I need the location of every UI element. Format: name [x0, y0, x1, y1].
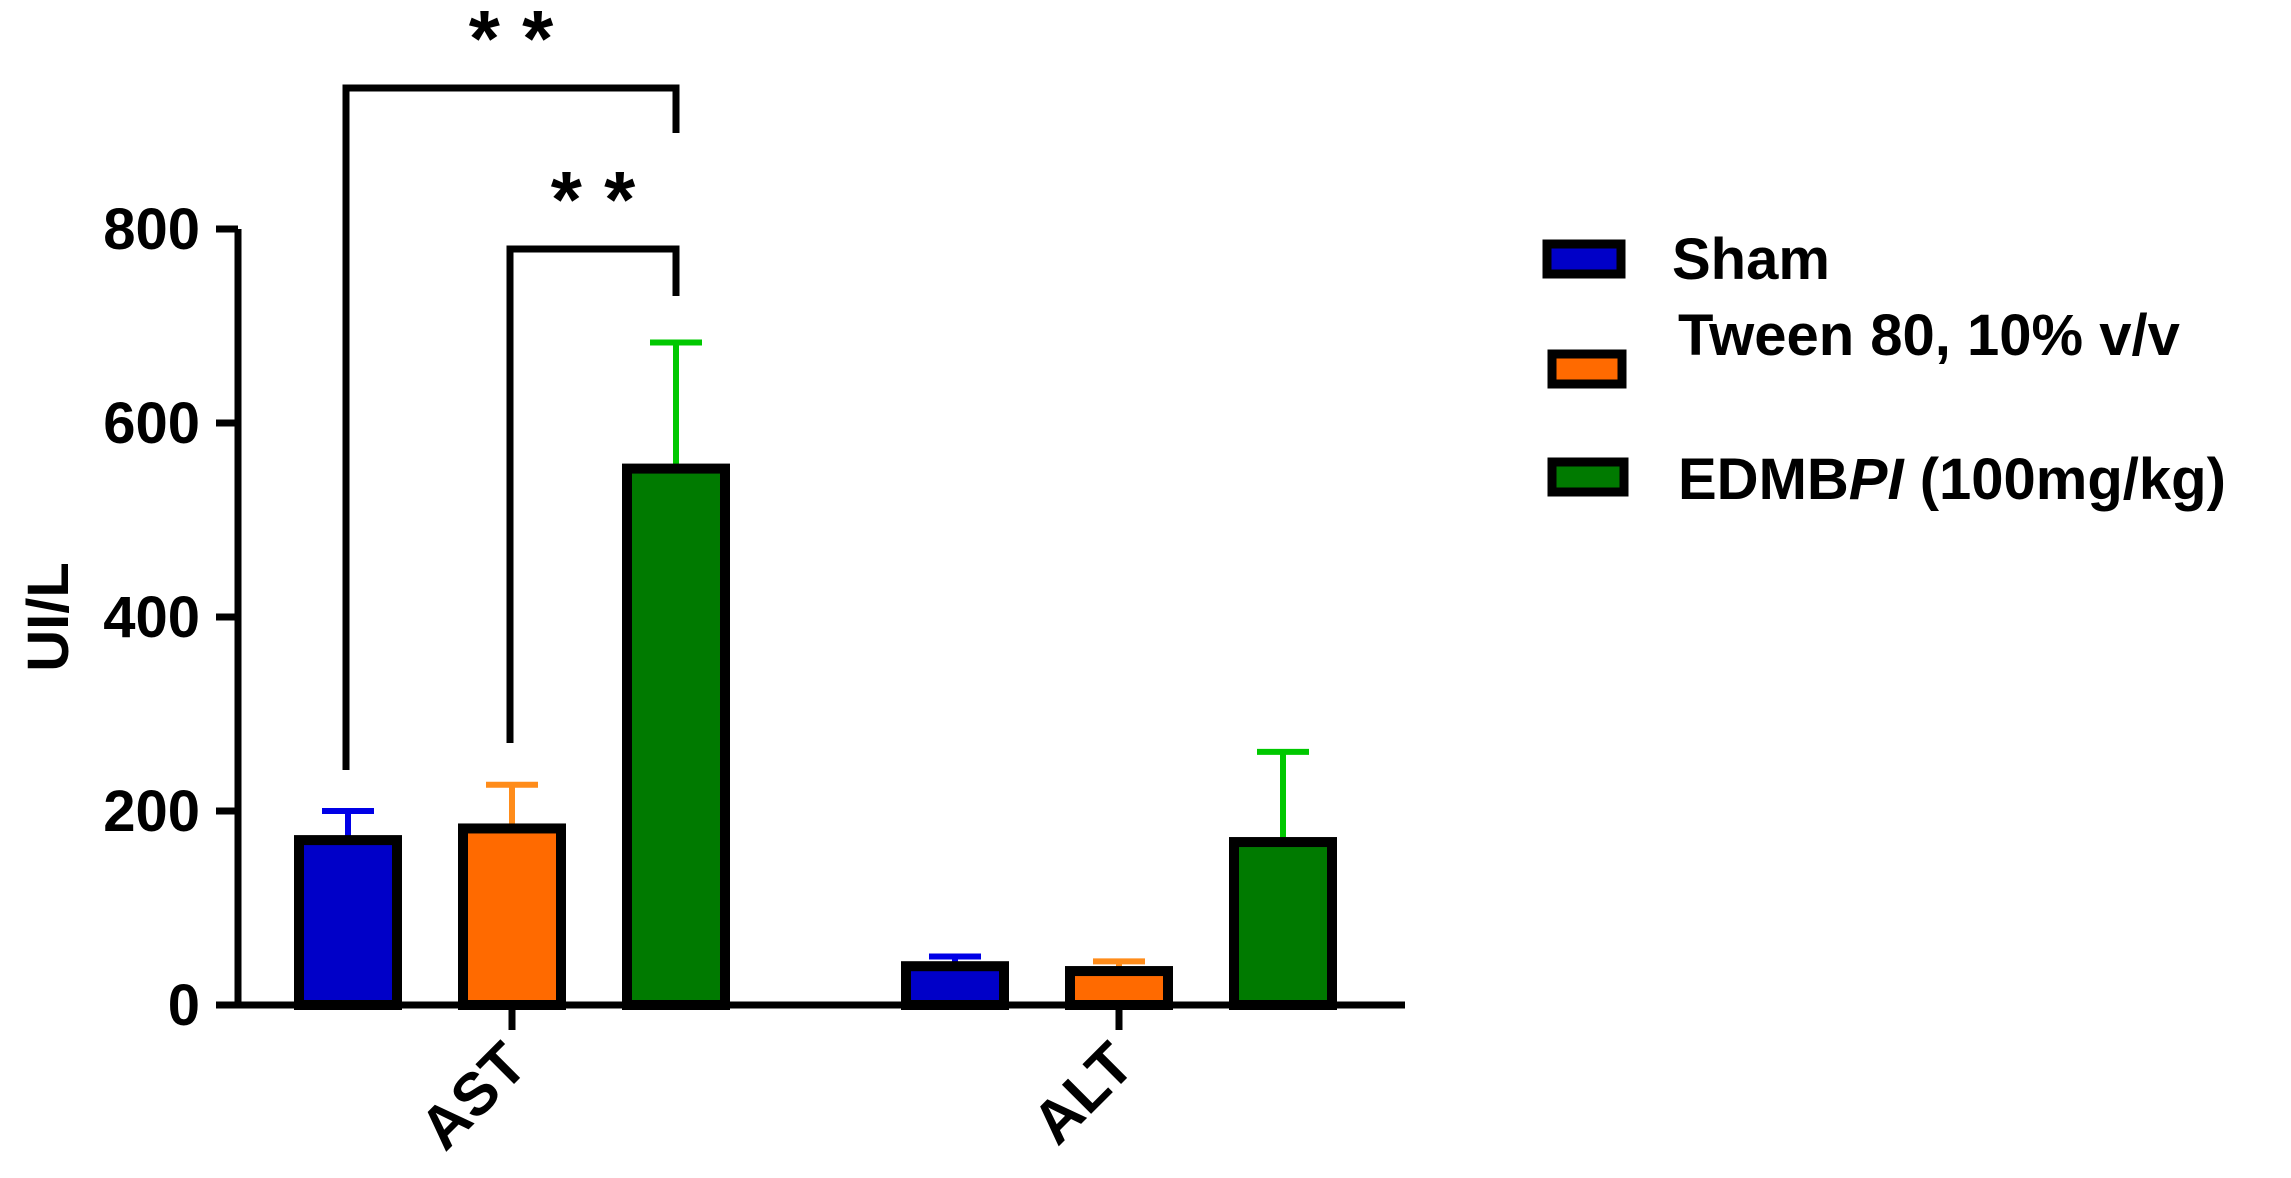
legend-label-tween: Tween 80, 10% v/v [1678, 303, 2180, 368]
y-tick-label: 200 [103, 779, 200, 844]
bar [622, 463, 730, 1010]
category-label: ALT [1019, 1030, 1146, 1157]
y-axis-label: UI/L [16, 562, 81, 672]
bar [901, 961, 1009, 1011]
legend-label-edmbpi-prefix: EDMB [1678, 447, 1849, 512]
bar [458, 823, 566, 1011]
bar [294, 835, 402, 1010]
legend-label-edmbpi-suffix: (100mg/kg) [1904, 447, 2226, 512]
bars [294, 463, 1337, 1011]
significance-label: * * [551, 155, 636, 244]
y-tick-label: 0 [168, 973, 200, 1038]
significance-bracket [506, 245, 680, 743]
bar [1229, 837, 1337, 1010]
y-ticks: 0 200 400 600 800 [103, 197, 238, 1038]
category-axis: AST ALT [407, 1005, 1146, 1162]
y-tick-label: 400 [103, 585, 200, 650]
y-tick-label: 800 [103, 197, 200, 262]
bar [1065, 966, 1173, 1010]
significance-bracket [342, 84, 680, 770]
significance-brackets: * * * * [342, 0, 680, 770]
category-label: AST [407, 1030, 539, 1162]
legend-swatch-tween [1547, 349, 1627, 389]
y-tick-label: 600 [103, 391, 200, 456]
legend-label-sham: Sham [1672, 227, 1830, 292]
legend-swatch-edmbpi [1547, 457, 1629, 497]
legend-swatch-sham [1542, 239, 1626, 279]
significance-label: * * [469, 0, 554, 83]
legend-label-edmbpi: EDMBPI (100mg/kg) [1678, 447, 2226, 512]
legend-label-edmbpi-italic: PI [1849, 447, 1906, 512]
legend: Sham Tween 80, 10% v/v EDMBPI (100mg/kg) [1542, 227, 2226, 512]
